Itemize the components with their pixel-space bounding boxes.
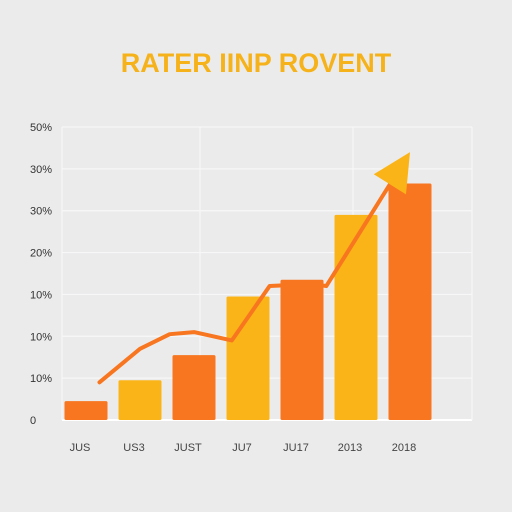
y-tick-label: 30% [30, 164, 52, 176]
x-tick-label: JUST [174, 442, 202, 454]
y-tick-label: 30% [30, 206, 52, 218]
y-tick-label: 10% [30, 373, 52, 385]
bar [280, 279, 324, 420]
y-tick-label: 0 [30, 415, 36, 427]
x-tick-label: 2018 [392, 442, 416, 454]
x-tick-label: JUS [70, 442, 91, 454]
bar [172, 355, 216, 420]
y-tick-label: 10% [30, 289, 52, 301]
bar-series [64, 183, 432, 420]
bar [334, 214, 378, 420]
bar [388, 183, 432, 420]
y-tick-label: 10% [30, 331, 52, 343]
y-tick-label: 50% [30, 122, 52, 134]
trend-arrowhead [373, 152, 410, 195]
x-axis-ticks: JUS US3 JUST JU7 JU17 2013 2018 [70, 442, 417, 454]
bar [118, 380, 162, 420]
x-tick-label: JU7 [232, 442, 252, 454]
chart-title: RATER IINP ROVENT [121, 48, 392, 78]
line-series [97, 152, 410, 385]
x-tick-label: US3 [123, 442, 144, 454]
bar [226, 296, 270, 420]
trend-line [97, 177, 395, 385]
y-tick-label: 20% [30, 248, 52, 260]
x-tick-label: 2013 [338, 442, 362, 454]
bar [64, 401, 108, 420]
y-axis-ticks: 0 10% 10% 10% 20% 30% 30% 50% [30, 122, 52, 427]
x-tick-label: JU17 [283, 442, 309, 454]
